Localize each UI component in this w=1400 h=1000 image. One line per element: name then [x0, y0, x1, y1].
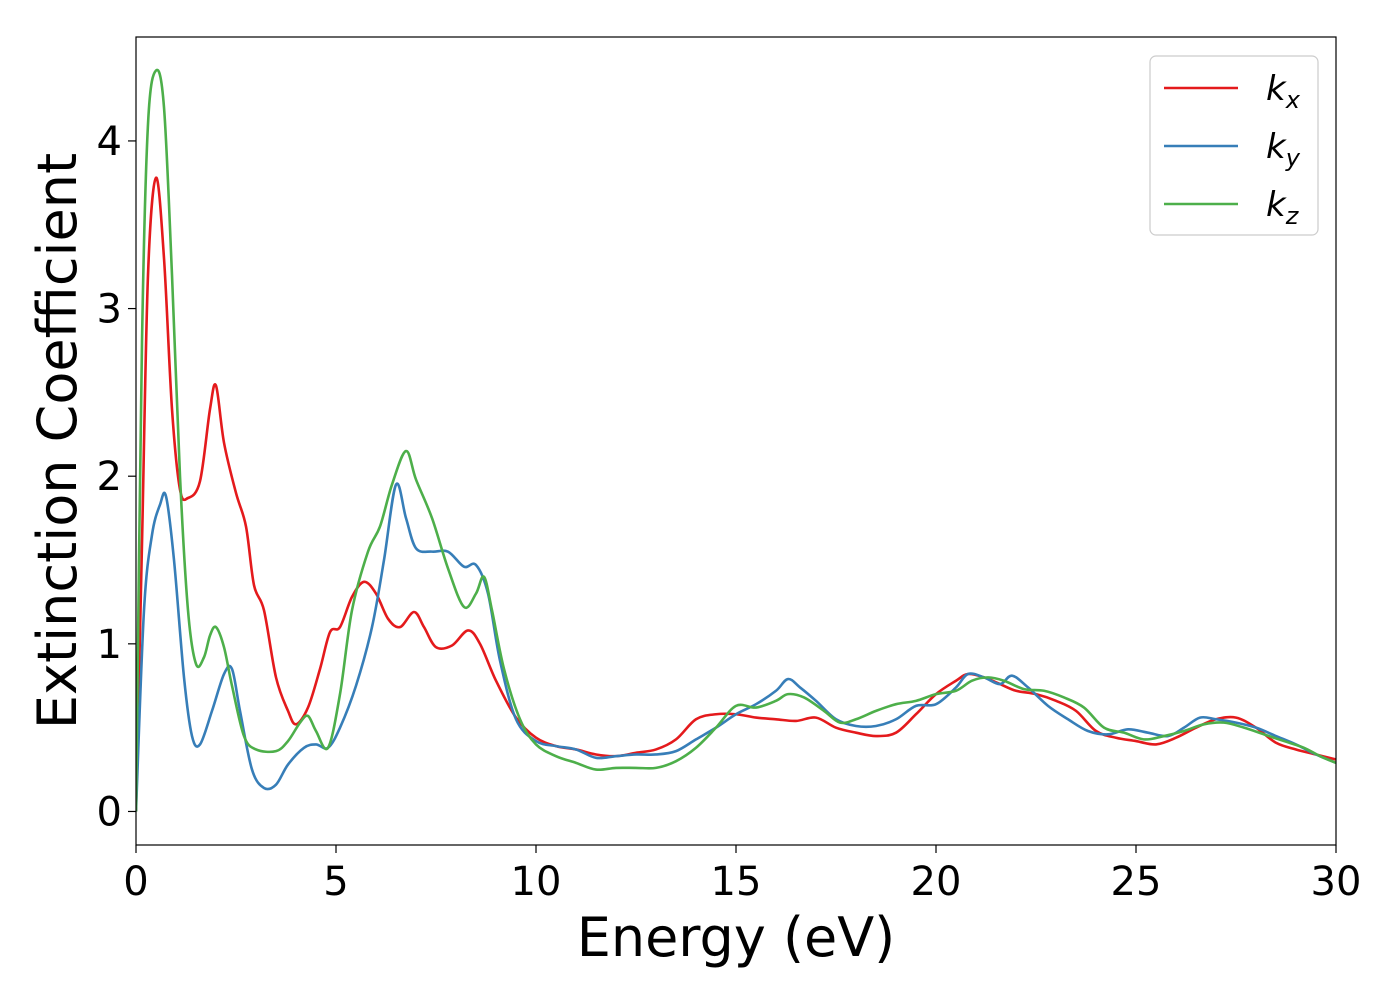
x-axis-label: Energy (eV)	[577, 906, 896, 969]
x-tick-label-0: 0	[123, 859, 148, 905]
x-tick-label-20: 20	[911, 859, 962, 905]
series-line-kx	[136, 176, 1336, 812]
x-tick-label-25: 25	[1111, 859, 1162, 905]
y-tick-label-1: 1	[97, 622, 122, 668]
series-line-kz	[136, 68, 1336, 812]
legend-label-ky: ky	[1266, 127, 1301, 172]
y-tick-label-2: 2	[97, 454, 122, 500]
x-tick-label-30: 30	[1311, 859, 1362, 905]
series-layer	[136, 68, 1336, 812]
axis-layer: 0 5 10 15 20 25 30 0 1 2 3 4	[97, 119, 1362, 905]
x-tick-label-10: 10	[511, 859, 562, 905]
x-tick-label-5: 5	[323, 859, 348, 905]
y-axis-label: Extinction Coefficient	[26, 153, 89, 729]
y-tick-label-3: 3	[97, 287, 122, 333]
legend-label-kx: kx	[1266, 69, 1301, 114]
y-tick-label-4: 4	[97, 119, 122, 165]
series-line-ky	[136, 482, 1336, 812]
y-tick-label-0: 0	[97, 789, 122, 835]
x-tick-label-15: 15	[711, 859, 762, 905]
